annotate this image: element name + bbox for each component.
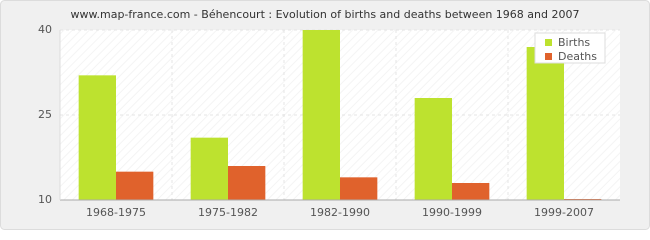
chart-title: www.map-france.com - Béhencourt : Evolut… (71, 8, 580, 21)
bar (78, 75, 116, 200)
bar (340, 177, 378, 200)
x-tick-label: 1982-1990 (310, 206, 370, 219)
legend-box (534, 32, 606, 64)
x-tick-label: 1975-1982 (198, 206, 258, 219)
bar (190, 137, 228, 200)
bar (526, 47, 564, 200)
bar (228, 166, 266, 200)
legend-swatch (545, 39, 552, 46)
chart: www.map-france.com - Béhencourt : Evolut… (0, 0, 650, 230)
x-tick-label: 1990-1999 (422, 206, 482, 219)
legend-label: Births (558, 36, 590, 49)
legend-label: Deaths (558, 50, 597, 63)
y-tick-label: 25 (38, 108, 52, 121)
y-tick-label: 40 (38, 23, 52, 36)
bar (116, 171, 154, 200)
bar (302, 30, 340, 200)
legend-swatch (545, 53, 552, 60)
y-tick-label: 10 (38, 193, 52, 206)
x-tick-label: 1968-1975 (86, 206, 146, 219)
bar (414, 98, 452, 200)
x-tick-label: 1999-2007 (534, 206, 594, 219)
bar (452, 183, 490, 200)
